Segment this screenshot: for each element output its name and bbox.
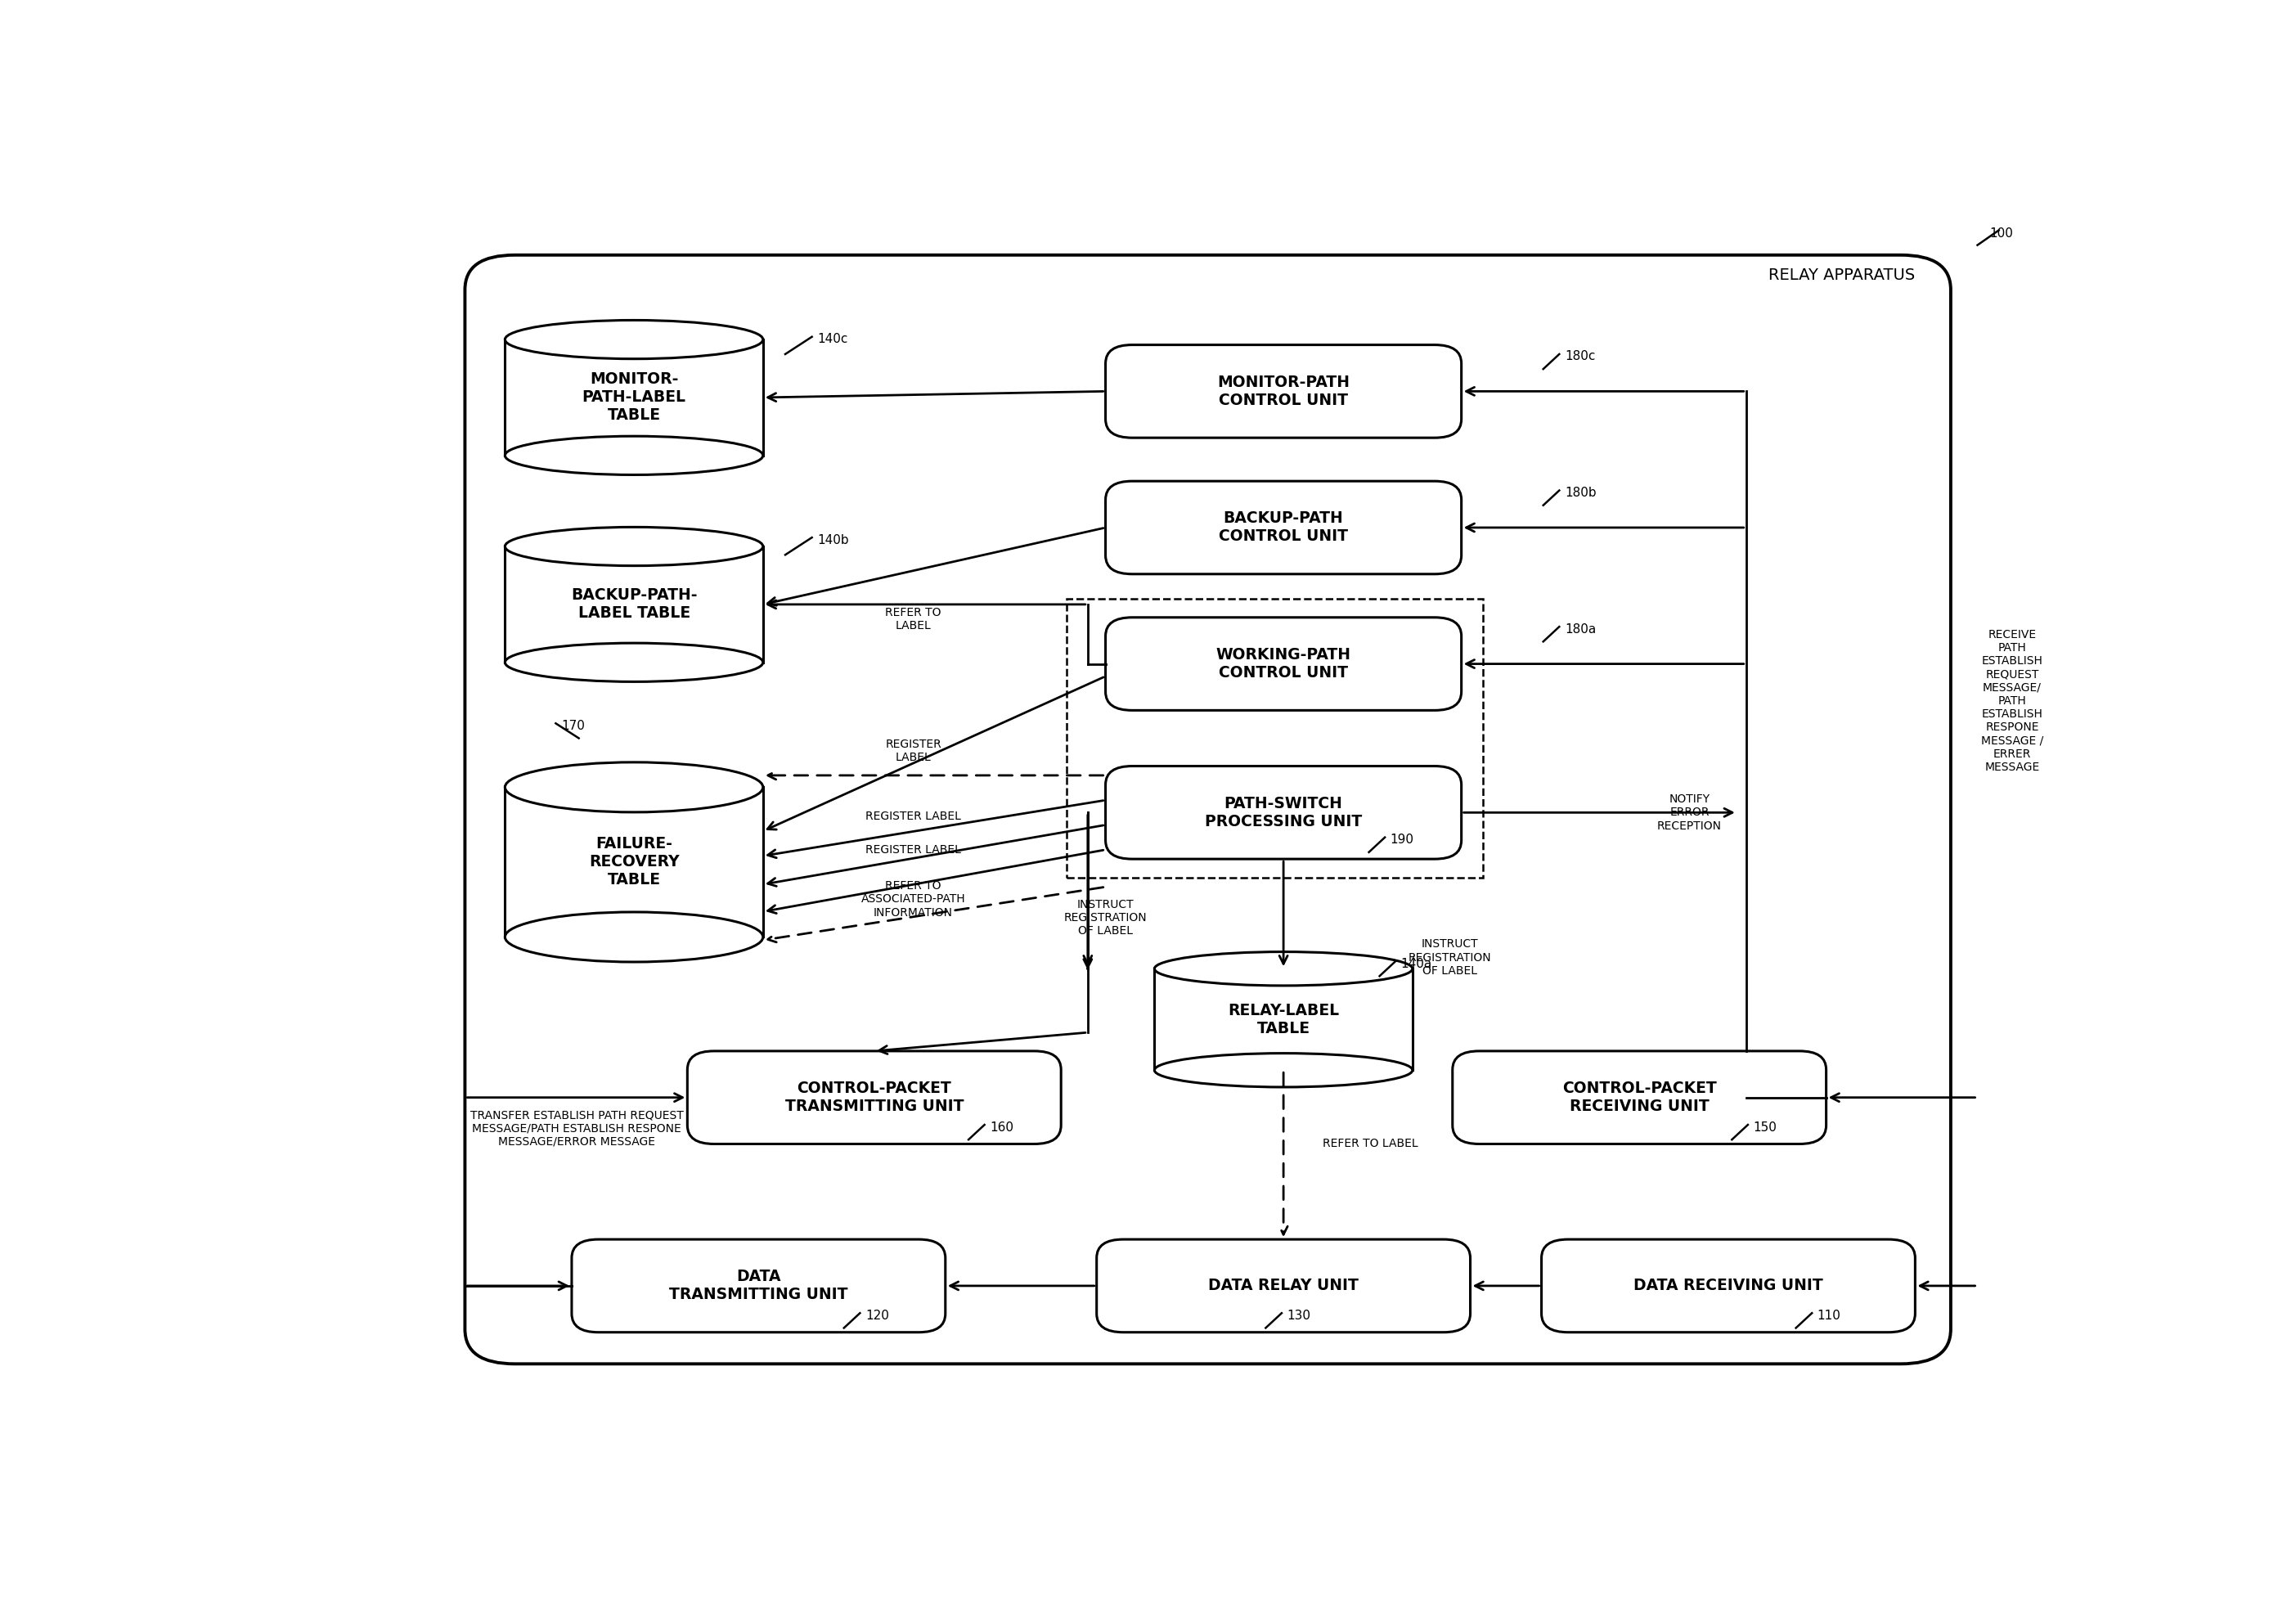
Text: 100: 100 (1988, 228, 2014, 240)
Ellipse shape (1155, 1054, 1412, 1088)
Text: 110: 110 (1818, 1310, 1841, 1321)
FancyBboxPatch shape (1107, 344, 1463, 438)
Text: INSTRUCT
REGISTRATION
OF LABEL: INSTRUCT REGISTRATION OF LABEL (1063, 899, 1148, 936)
FancyBboxPatch shape (1107, 481, 1463, 574)
Ellipse shape (505, 436, 762, 475)
FancyBboxPatch shape (1107, 766, 1463, 859)
Text: RECEIVE
PATH
ESTABLISH
REQUEST
MESSAGE/
PATH
ESTABLISH
RESPONE
MESSAGE /
ERRER
M: RECEIVE PATH ESTABLISH REQUEST MESSAGE/ … (1981, 629, 2043, 772)
FancyBboxPatch shape (1541, 1239, 1915, 1332)
Text: DATA
TRANSMITTING UNIT: DATA TRANSMITTING UNIT (668, 1270, 847, 1303)
Text: REFER TO
ASSOCIATED-PATH
INFORMATION: REFER TO ASSOCIATED-PATH INFORMATION (861, 880, 967, 919)
Ellipse shape (505, 644, 762, 682)
Text: 180b: 180b (1564, 488, 1596, 499)
Text: 180c: 180c (1564, 351, 1596, 362)
Text: BACKUP-PATH-
LABEL TABLE: BACKUP-PATH- LABEL TABLE (572, 587, 698, 621)
Ellipse shape (505, 320, 762, 359)
Polygon shape (1155, 969, 1412, 1070)
Text: REFER TO
LABEL: REFER TO LABEL (886, 607, 941, 632)
Text: RELAY APPARATUS: RELAY APPARATUS (1768, 267, 1915, 283)
Text: 150: 150 (1754, 1121, 1777, 1133)
Text: NOTIFY
ERROR
RECEPTION: NOTIFY ERROR RECEPTION (1658, 793, 1722, 832)
FancyBboxPatch shape (572, 1239, 946, 1332)
Text: WORKING-PATH
CONTROL UNIT: WORKING-PATH CONTROL UNIT (1217, 647, 1350, 681)
Text: RELAY-LABEL
TABLE: RELAY-LABEL TABLE (1228, 1002, 1339, 1036)
Text: FAILURE-
RECOVERY
TABLE: FAILURE- RECOVERY TABLE (588, 837, 680, 888)
Ellipse shape (505, 528, 762, 566)
FancyBboxPatch shape (1107, 618, 1463, 710)
FancyBboxPatch shape (687, 1051, 1061, 1144)
Text: REGISTER
LABEL: REGISTER LABEL (886, 739, 941, 763)
Text: 170: 170 (560, 719, 585, 732)
Text: BACKUP-PATH
CONTROL UNIT: BACKUP-PATH CONTROL UNIT (1219, 510, 1348, 544)
Polygon shape (505, 547, 762, 663)
Text: MONITOR-
PATH-LABEL
TABLE: MONITOR- PATH-LABEL TABLE (583, 372, 687, 423)
Text: DATA RELAY UNIT: DATA RELAY UNIT (1208, 1278, 1359, 1294)
Text: REFER TO LABEL: REFER TO LABEL (1322, 1138, 1419, 1149)
Text: 180a: 180a (1564, 623, 1596, 636)
Text: 120: 120 (866, 1310, 889, 1321)
Text: 140b: 140b (817, 534, 850, 545)
Text: 140c: 140c (817, 333, 847, 346)
Text: REGISTER LABEL: REGISTER LABEL (866, 845, 962, 856)
Text: PATH-SWITCH
PROCESSING UNIT: PATH-SWITCH PROCESSING UNIT (1205, 796, 1362, 829)
Ellipse shape (1155, 953, 1412, 986)
Text: 160: 160 (990, 1121, 1013, 1133)
Polygon shape (505, 339, 762, 455)
Text: 140a: 140a (1401, 957, 1433, 970)
Ellipse shape (505, 763, 762, 813)
Ellipse shape (505, 912, 762, 962)
Polygon shape (505, 787, 762, 936)
Text: MONITOR-PATH
CONTROL UNIT: MONITOR-PATH CONTROL UNIT (1217, 375, 1350, 409)
Text: 130: 130 (1288, 1310, 1311, 1321)
Text: REGISTER LABEL: REGISTER LABEL (866, 811, 962, 822)
Text: CONTROL-PACKET
TRANSMITTING UNIT: CONTROL-PACKET TRANSMITTING UNIT (785, 1081, 964, 1115)
Text: TRANSFER ESTABLISH PATH REQUEST
MESSAGE/PATH ESTABLISH RESPONE
MESSAGE/ERROR MES: TRANSFER ESTABLISH PATH REQUEST MESSAGE/… (471, 1110, 684, 1147)
Text: DATA RECEIVING UNIT: DATA RECEIVING UNIT (1632, 1278, 1823, 1294)
FancyBboxPatch shape (1453, 1051, 1825, 1144)
Text: 190: 190 (1391, 833, 1414, 846)
Text: CONTROL-PACKET
RECEIVING UNIT: CONTROL-PACKET RECEIVING UNIT (1561, 1081, 1717, 1115)
FancyBboxPatch shape (1097, 1239, 1469, 1332)
Text: INSTRUCT
REGISTRATION
OF LABEL: INSTRUCT REGISTRATION OF LABEL (1407, 938, 1490, 977)
